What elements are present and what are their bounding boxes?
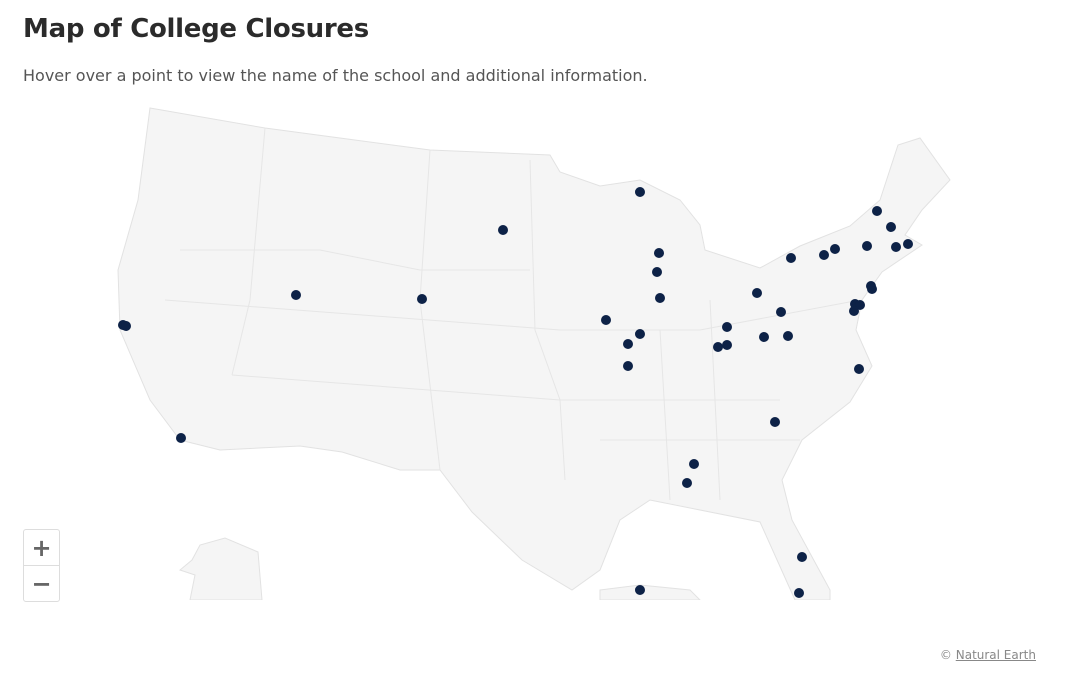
contiguous-us: [117, 107, 951, 600]
college-marker[interactable]: [713, 342, 723, 352]
college-marker[interactable]: [752, 288, 762, 298]
college-marker[interactable]: [417, 294, 427, 304]
college-marker[interactable]: [623, 339, 633, 349]
college-marker[interactable]: [770, 417, 780, 427]
college-marker[interactable]: [854, 364, 864, 374]
college-marker[interactable]: [872, 206, 882, 216]
us-map[interactable]: [0, 100, 1080, 600]
college-marker[interactable]: [903, 239, 913, 249]
attribution: © Natural Earth: [940, 648, 1036, 662]
college-marker[interactable]: [176, 433, 186, 443]
land: [117, 107, 951, 600]
state-borders: [164, 127, 861, 501]
college-marker[interactable]: [635, 187, 645, 197]
college-marker[interactable]: [794, 588, 804, 598]
zoom-out-button[interactable]: −: [24, 565, 59, 601]
college-marker[interactable]: [655, 293, 665, 303]
caribbean: [599, 584, 701, 600]
college-marker[interactable]: [682, 478, 692, 488]
college-marker[interactable]: [759, 332, 769, 342]
college-marker[interactable]: [867, 284, 877, 294]
college-marker[interactable]: [635, 585, 645, 595]
zoom-control: + −: [23, 529, 60, 602]
college-marker[interactable]: [291, 290, 301, 300]
college-markers: [118, 187, 913, 598]
page-title: Map of College Closures: [23, 14, 369, 44]
college-marker[interactable]: [498, 225, 508, 235]
college-marker[interactable]: [652, 267, 662, 277]
zoom-in-button[interactable]: +: [31, 533, 52, 562]
college-marker[interactable]: [121, 321, 131, 331]
natural-earth-link[interactable]: Natural Earth: [955, 648, 1036, 662]
college-marker[interactable]: [797, 552, 807, 562]
alaska: [178, 537, 263, 600]
college-marker[interactable]: [849, 306, 859, 316]
college-marker[interactable]: [689, 459, 699, 469]
college-marker[interactable]: [819, 250, 829, 260]
college-marker[interactable]: [776, 307, 786, 317]
college-marker[interactable]: [862, 241, 872, 251]
college-marker[interactable]: [635, 329, 645, 339]
college-marker[interactable]: [601, 315, 611, 325]
college-marker[interactable]: [623, 361, 633, 371]
college-marker[interactable]: [722, 322, 732, 332]
college-marker[interactable]: [891, 242, 901, 252]
college-marker[interactable]: [783, 331, 793, 341]
college-marker[interactable]: [786, 253, 796, 263]
page-subtitle: Hover over a point to view the name of t…: [23, 66, 648, 85]
college-marker[interactable]: [722, 340, 732, 350]
college-marker[interactable]: [886, 222, 896, 232]
copyright-symbol: ©: [939, 648, 952, 662]
college-marker[interactable]: [830, 244, 840, 254]
college-marker[interactable]: [654, 248, 664, 258]
